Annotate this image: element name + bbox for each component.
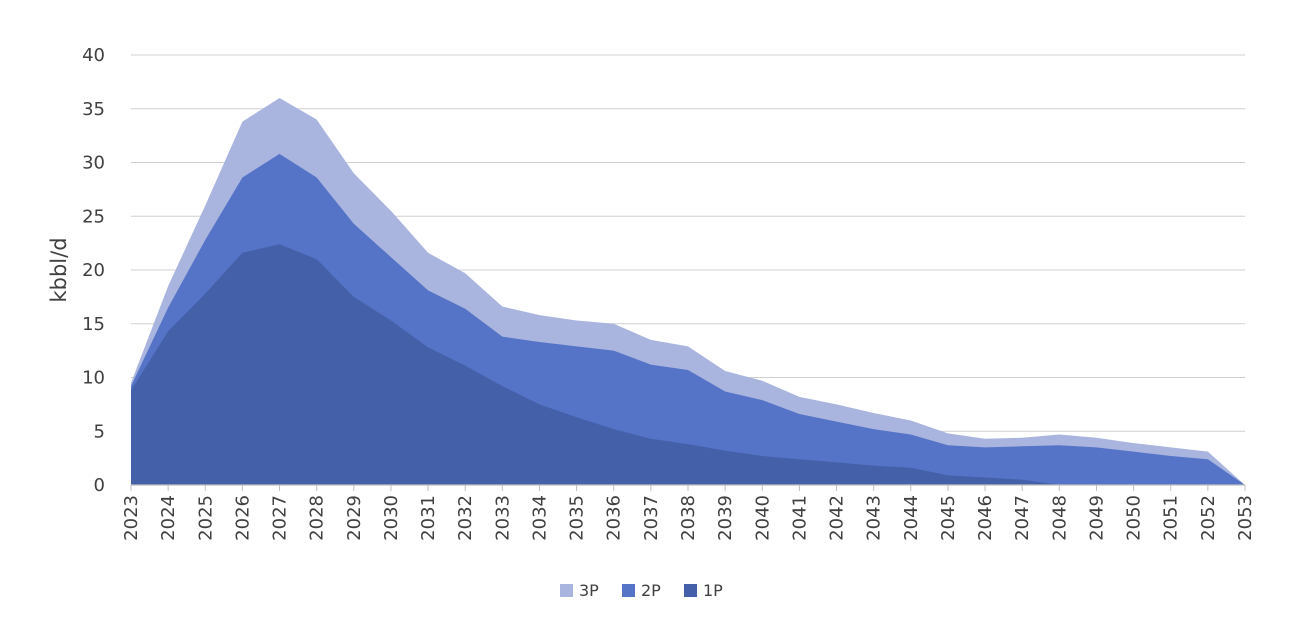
- x-tick-label: 2053: [1235, 495, 1256, 541]
- x-tick-label: 2040: [752, 495, 773, 541]
- legend-swatch-3p: [560, 584, 573, 597]
- x-tick-label: 2045: [938, 495, 959, 541]
- x-tick-label: 2043: [864, 495, 885, 541]
- x-tick-label: 2037: [641, 495, 662, 541]
- x-tick-label: 2030: [381, 495, 402, 541]
- x-tick-label: 2025: [195, 495, 216, 541]
- y-axis-ticks: 0 5 10 15 20 25 30 35 40: [82, 45, 105, 496]
- x-tick-label: 2029: [344, 495, 365, 541]
- x-tick-label: 2052: [1198, 495, 1219, 541]
- y-axis-title: kbbl/d: [47, 237, 71, 302]
- x-tick-label: 2035: [567, 495, 588, 541]
- y-tick-label: 20: [82, 260, 105, 281]
- x-axis: [130, 484, 1246, 491]
- x-tick-label: 2048: [1049, 495, 1070, 541]
- y-tick-label: 0: [94, 475, 105, 496]
- x-tick-label: 2047: [1012, 495, 1033, 541]
- x-tick-label: 2051: [1161, 495, 1182, 541]
- x-tick-label: 2049: [1086, 495, 1107, 541]
- x-tick-label: 2023: [121, 495, 142, 541]
- x-tick-label: 2041: [789, 495, 810, 541]
- x-tick-label: 2039: [715, 495, 736, 541]
- x-tick-label: 2033: [492, 495, 513, 541]
- legend-label-1p: 1P: [703, 581, 723, 600]
- x-tick-label: 2031: [418, 495, 439, 541]
- x-tick-label: 2027: [270, 495, 291, 541]
- y-tick-label: 30: [82, 153, 105, 174]
- legend-swatch-1p: [684, 584, 697, 597]
- y-tick-label: 25: [82, 206, 105, 227]
- x-tick-label: 2026: [232, 495, 253, 541]
- x-tick-label: 2036: [604, 495, 625, 541]
- legend-swatch-2p: [622, 584, 635, 597]
- x-tick-label: 2032: [455, 495, 476, 541]
- x-axis-ticks: 2023 2024 2025 2026 2027 2028 2029 2030 2031 2032…: [121, 495, 1256, 541]
- area-series-1p: [131, 244, 1245, 485]
- legend-label-2p: 2P: [641, 581, 661, 600]
- y-tick-label: 40: [82, 45, 105, 66]
- x-tick-label: 2034: [529, 495, 550, 541]
- x-tick-label: 2044: [901, 495, 922, 541]
- y-tick-label: 10: [82, 368, 105, 389]
- legend-label-3p: 3P: [579, 581, 599, 600]
- x-tick-label: 2028: [307, 495, 328, 541]
- x-tick-label: 2042: [827, 495, 848, 541]
- y-tick-label: 5: [94, 421, 105, 442]
- x-tick-label: 2024: [158, 495, 179, 541]
- y-tick-label: 15: [82, 314, 105, 335]
- x-tick-label: 2050: [1124, 495, 1145, 541]
- legend: 3P 2P 1P: [560, 581, 723, 600]
- x-tick-label: 2046: [975, 495, 996, 541]
- series-areas: [131, 98, 1245, 485]
- y-tick-label: 35: [82, 99, 105, 120]
- x-tick-label: 2038: [678, 495, 699, 541]
